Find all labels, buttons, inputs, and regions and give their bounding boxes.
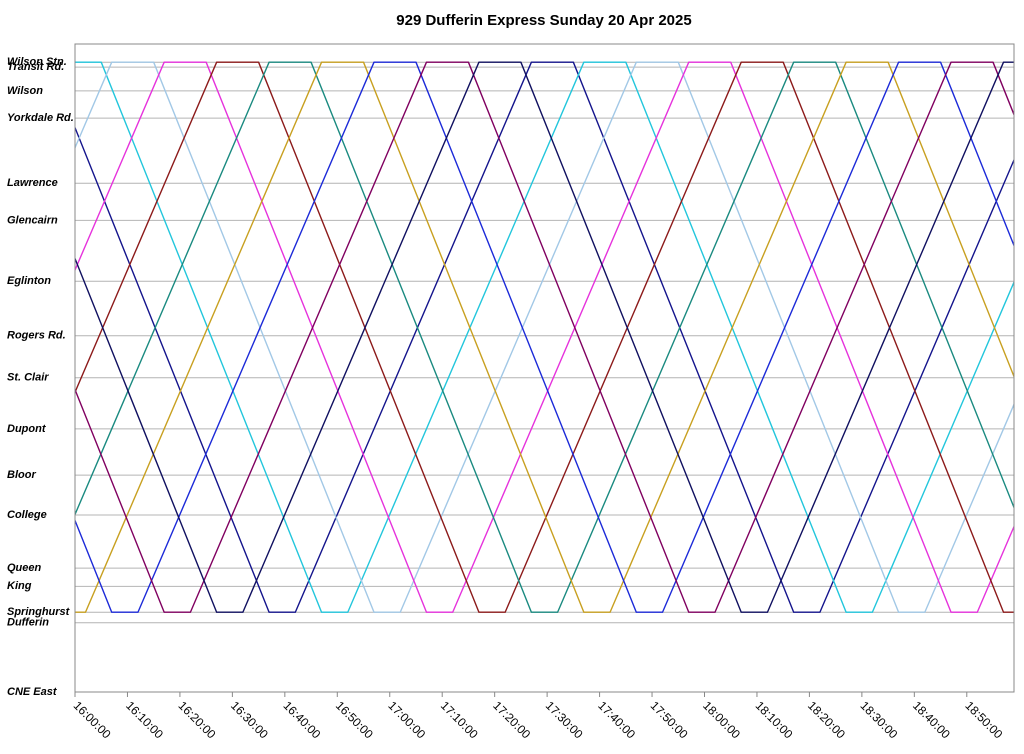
plot-lines xyxy=(75,61,1014,613)
chart-title: 929 Dufferin Express Sunday 20 Apr 2025 xyxy=(396,12,691,29)
vehicle-trace xyxy=(75,61,1014,613)
y-tick-label: St. Clair xyxy=(7,372,49,384)
vehicle-trace xyxy=(75,61,1014,613)
vehicle-trace xyxy=(75,61,1014,613)
y-tick-label: Dufferin xyxy=(7,617,49,629)
vehicle-trace xyxy=(75,61,1014,613)
y-tick-label: Springhurst xyxy=(7,606,71,618)
y-tick-label: CNE East xyxy=(7,686,58,698)
y-tick-label: Glencairn xyxy=(7,214,58,226)
y-tick-label: Wilson xyxy=(7,85,43,97)
vehicle-trace xyxy=(75,61,1014,613)
vehicle-trace xyxy=(75,61,1014,613)
vehicle-trace xyxy=(75,61,1014,613)
y-tick-label: Transit Rd. xyxy=(7,61,64,73)
y-tick-label: Rogers Rd. xyxy=(7,330,66,342)
vehicle-trace xyxy=(75,61,1014,613)
plot-frame xyxy=(74,43,1015,693)
vehicle-trace xyxy=(75,61,1014,613)
y-tick-label: Dupont xyxy=(7,423,47,435)
y-tick-label: Yorkdale Rd. xyxy=(7,112,74,124)
vehicle-trace xyxy=(75,61,1014,613)
y-tick-label: Eglinton xyxy=(7,275,51,287)
y-tick-label: Queen xyxy=(7,562,42,574)
y-tick-label: Bloor xyxy=(7,469,36,481)
y-tick-label: King xyxy=(7,580,32,592)
y-tick-label: College xyxy=(7,509,47,521)
y-tick-label: Lawrence xyxy=(7,177,58,189)
y-tick-label: Wilson Stn. xyxy=(7,56,67,68)
